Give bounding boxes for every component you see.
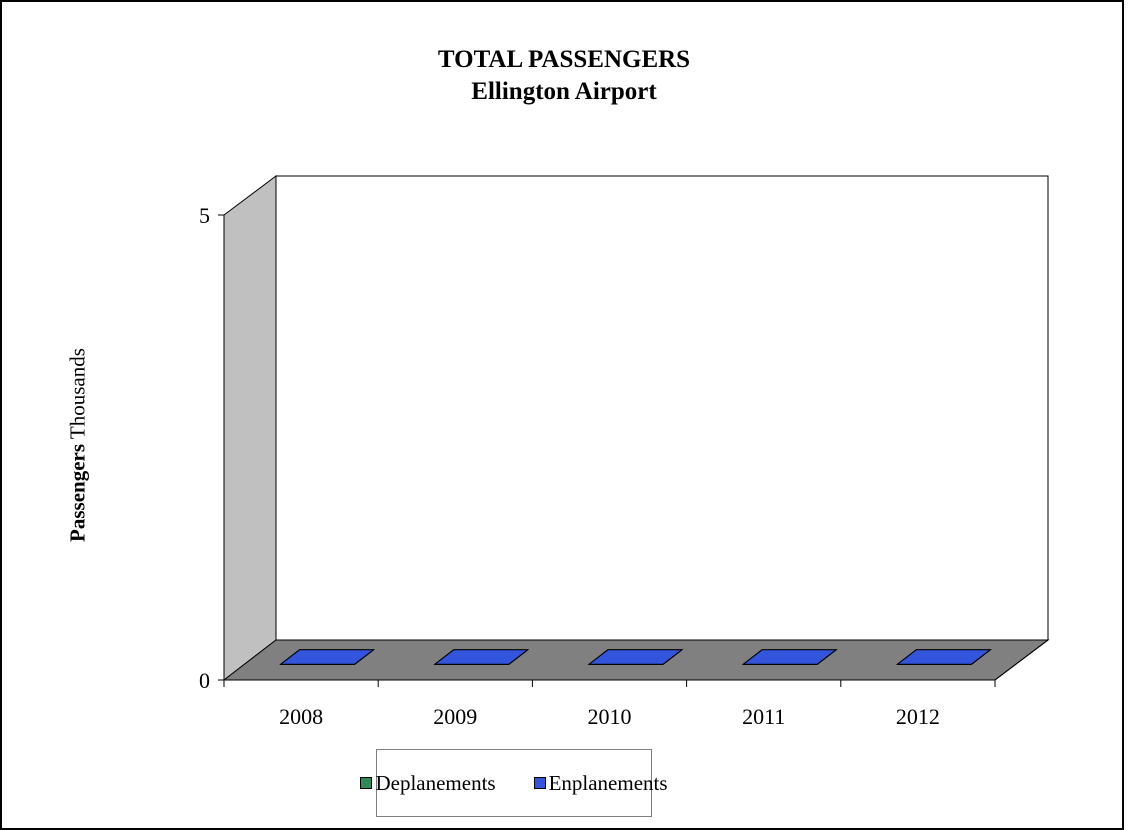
- bar-enplanements-2011: [741, 649, 838, 665]
- legend-label-deplanements: Deplanements: [375, 770, 496, 795]
- y-tick-label-5: 5: [199, 203, 210, 228]
- legend-item-enplanements: Enplanements: [533, 770, 668, 796]
- x-tick-label-2008: 2008: [279, 704, 323, 729]
- legend-item-deplanements: Deplanements: [360, 770, 496, 796]
- bar-enplanements-2009: [433, 649, 530, 665]
- legend-swatch-deplanements: [360, 777, 373, 789]
- plot-back-wall: [275, 175, 1049, 641]
- bar-enplanements-2010: [587, 649, 684, 665]
- legend-label-enplanements: Enplanements: [548, 770, 668, 795]
- x-tick-label-2010: 2010: [588, 704, 632, 729]
- bar-enplanements-2008: [279, 649, 375, 665]
- y-tick-label-0: 0: [199, 668, 210, 693]
- x-tick-label-2012: 2012: [896, 704, 940, 729]
- x-tick-label-2009: 2009: [433, 704, 477, 729]
- x-tick-label-2011: 2011: [742, 704, 785, 729]
- plot-side-wall: [223, 175, 277, 682]
- chart-title: TOTAL PASSENGERS: [437, 46, 691, 73]
- legend-swatch-enplanements: [533, 777, 546, 789]
- x-axis-depth-line: [994, 639, 1049, 681]
- bar-enplanements-2012: [896, 649, 992, 665]
- chart-subtitle: Ellington Airport: [471, 78, 657, 105]
- legend: Deplanements Enplanements: [360, 749, 668, 817]
